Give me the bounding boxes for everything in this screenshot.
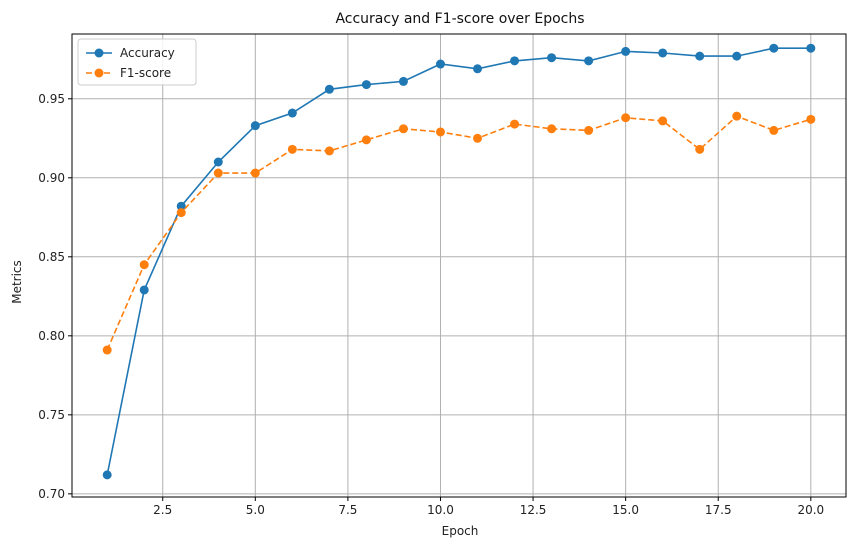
x-axis-label: Epoch (442, 524, 479, 538)
data-point (732, 51, 742, 61)
data-point (621, 46, 631, 56)
y-tick-label: 0.95 (38, 92, 65, 106)
legend-label: F1-score (120, 66, 171, 80)
data-point (361, 80, 371, 90)
data-point (324, 84, 334, 94)
data-point (806, 43, 816, 53)
data-point (361, 135, 371, 145)
data-point (139, 285, 149, 295)
data-point (584, 125, 594, 135)
data-point (806, 114, 816, 124)
data-point (213, 168, 223, 178)
plot-area (71, 33, 847, 498)
data-point (398, 124, 408, 134)
x-tick-label: 17.5 (705, 503, 732, 517)
legend-label: Accuracy (120, 46, 175, 60)
data-point (769, 43, 779, 53)
y-axis-label: Metrics (10, 260, 24, 304)
data-point (139, 260, 149, 270)
data-point (473, 64, 483, 74)
data-point (176, 201, 186, 211)
data-point (324, 146, 334, 156)
series-line (106, 47, 811, 476)
data-point (621, 113, 631, 123)
data-point (510, 119, 520, 129)
y-tick-label: 0.90 (38, 171, 65, 185)
data-point (584, 56, 594, 66)
axis-ticks: 2.5 5.0 7.5 10.0 12.5 15.0 17.5 20.0 0.70 0.75 0.8… (38, 92, 824, 517)
data-point (250, 168, 260, 178)
y-tick-label: 0.80 (38, 329, 65, 343)
x-tick-label: 5.0 (246, 503, 265, 517)
data-point (250, 121, 260, 131)
legend-marker (94, 48, 104, 58)
data-point (102, 345, 112, 355)
grid (72, 34, 846, 497)
data-point (658, 48, 668, 58)
data-point (695, 144, 705, 154)
y-tick-label: 0.85 (38, 250, 65, 264)
x-tick-label: 7.5 (338, 503, 357, 517)
data-point (695, 51, 705, 61)
x-tick-label: 10.0 (427, 503, 454, 517)
y-tick-label: 0.75 (38, 408, 65, 422)
x-tick-label: 15.0 (612, 503, 639, 517)
legend: Accuracy F1-score (77, 38, 197, 86)
data-point (547, 53, 557, 63)
series-f1-score (102, 111, 816, 355)
chart-title: Accuracy and F1-score over Epochs (335, 11, 584, 27)
x-tick-label: 2.5 (153, 503, 172, 517)
data-point (102, 470, 112, 480)
data-point (287, 144, 297, 154)
series-line (106, 115, 812, 351)
x-tick-label: 20.0 (797, 503, 824, 517)
series-accuracy (102, 43, 816, 480)
series-lines (102, 43, 816, 480)
data-point (732, 111, 742, 121)
data-point (287, 108, 297, 118)
y-tick-label: 0.70 (38, 487, 65, 501)
data-point (176, 208, 186, 218)
data-point (213, 157, 223, 167)
data-point (547, 124, 557, 134)
data-point (435, 59, 445, 69)
data-point (398, 76, 408, 86)
legend-marker (94, 68, 104, 78)
x-tick-label: 12.5 (520, 503, 547, 517)
data-point (473, 133, 483, 143)
data-point (510, 56, 520, 66)
data-point (435, 127, 445, 137)
data-point (769, 125, 779, 135)
data-point (658, 116, 668, 126)
